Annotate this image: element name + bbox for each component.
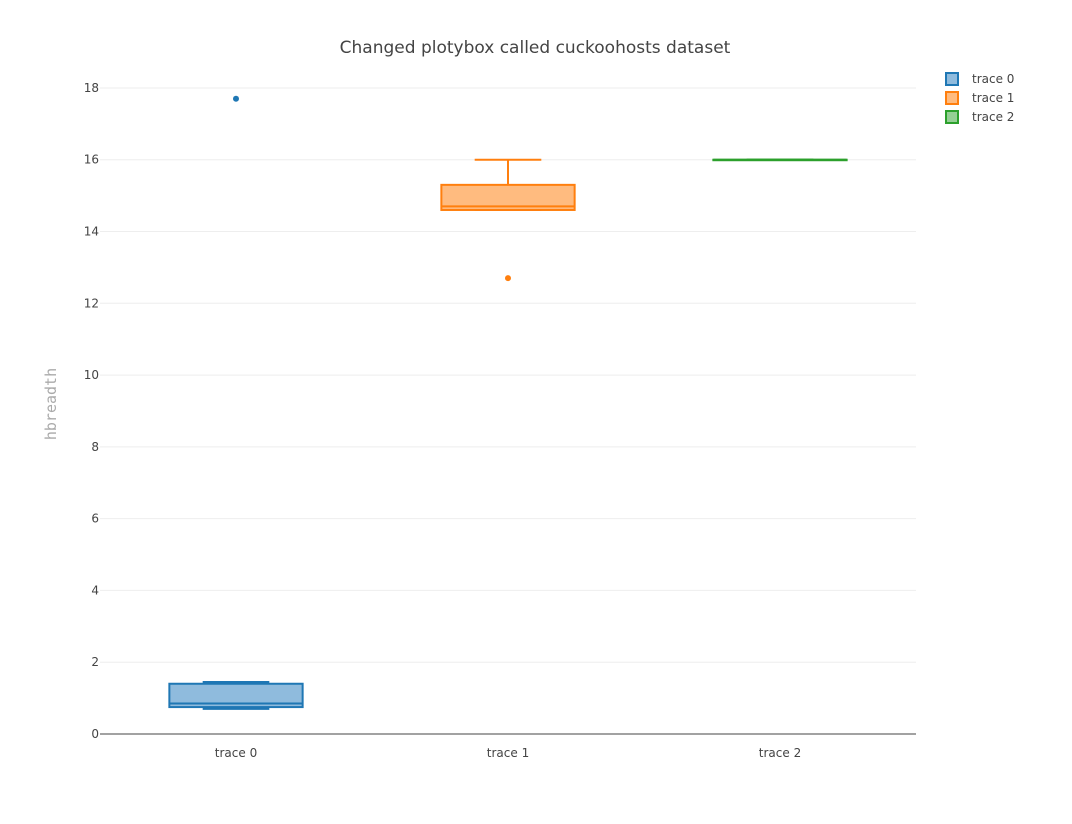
outlier-point-1-0 [505,275,511,282]
y-axis-ticks: 0 2 4 6 8 10 12 14 16 18 [84,81,99,741]
x-axis-ticks: trace 0 trace 1 trace 2 [215,746,801,760]
y-tick-label-16: 16 [84,153,99,167]
y-tick-label-10: 10 [84,368,99,382]
legend-swatch-2 [945,110,959,124]
box-trace-1 [440,158,576,282]
legend-label-0: trace 0 [972,72,1014,86]
x-tick-label-1: trace 1 [487,746,529,760]
legend-item-2: trace 2 [945,110,1014,124]
y-axis-label: hbreadth [42,368,60,440]
legend-label-1: trace 1 [972,91,1014,105]
legend-label-2: trace 2 [972,110,1014,124]
x-tick-label-2: trace 2 [759,746,801,760]
outlier-point-0-0 [233,95,239,102]
legend-item-1: trace 1 [945,91,1014,105]
chart-title: Changed plotybox called cuckoohosts data… [340,38,731,58]
legend-swatch-1 [945,91,959,105]
y-tick-label-18: 18 [84,81,99,95]
box-traces [168,95,848,710]
legend-item-0: trace 0 [945,72,1014,86]
y-tick-label-8: 8 [91,440,99,454]
legend: trace 0 trace 1 trace 2 [945,72,1014,124]
box-trace-2 [712,158,848,162]
y-tick-label-14: 14 [84,225,99,239]
box-body-0 [168,682,304,709]
y-tick-label-12: 12 [84,296,99,310]
x-tick-label-0: trace 0 [215,746,257,760]
y-tick-label-4: 4 [91,583,99,597]
y-tick-label-2: 2 [91,655,99,669]
y-tick-label-6: 6 [91,512,99,526]
gridlines [100,87,916,663]
box-trace-0 [168,95,304,710]
legend-swatch-0 [945,72,959,86]
y-tick-label-0: 0 [91,727,99,741]
